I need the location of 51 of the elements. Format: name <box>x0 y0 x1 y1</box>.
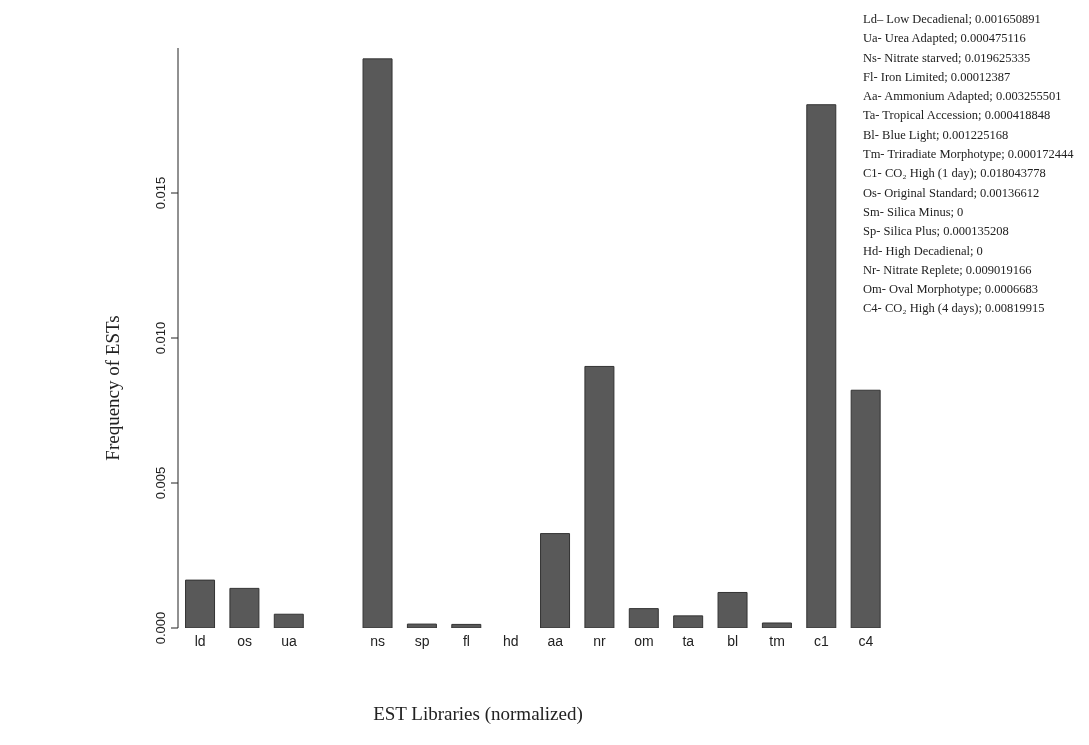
x-tick-label: om <box>634 632 654 649</box>
x-tick-label: hd <box>503 632 519 649</box>
bar <box>451 623 482 628</box>
bar <box>362 58 393 628</box>
x-tick-label: c4 <box>858 632 874 649</box>
bar <box>273 613 304 628</box>
y-tick-label: 0.015 <box>153 176 168 210</box>
x-tick-label: aa <box>547 632 564 649</box>
x-tick-label: bl <box>727 632 739 649</box>
bar <box>806 104 837 628</box>
x-tick-label: sp <box>414 632 430 649</box>
annotation: Nr- Nitrate Replete; 0.009019166 <box>863 261 1033 279</box>
annotation: Bl- Blue Light; 0.001225168 <box>863 126 1010 144</box>
x-axis-title: EST Libraries (normalized) <box>373 703 583 725</box>
x-tick-label: ld <box>194 632 206 649</box>
bar <box>229 587 260 628</box>
annotation: Os- Original Standard; 0.00136612 <box>863 184 1041 202</box>
annotation: Tm- Triradiate Morphotype; 0.000172444 <box>863 146 1074 164</box>
x-tick-label: ua <box>281 632 297 649</box>
x-tick-label: ns <box>370 632 386 649</box>
text: Ua- Urea Adapted; 0.000475116 <box>863 30 1027 48</box>
bar <box>185 579 216 628</box>
bar <box>584 365 615 628</box>
y-tick-label: 0.005 <box>153 466 168 500</box>
bar <box>717 591 748 628</box>
annotation: C1- CO₂ High (1 day); 0.018043778 <box>863 165 1047 183</box>
annotation: Hd- High Decadienal; 0 <box>863 242 984 260</box>
annotation: Sm- Silica Minus; 0 <box>863 203 965 221</box>
x-tick-label: fl <box>462 632 470 649</box>
annotation: Sp- Silica Plus; 0.000135208 <box>863 223 1010 241</box>
annotation: Aa- Ammonium Adapted; 0.003255501 <box>863 88 1063 106</box>
annotation: Om- Oval Morphotype; 0.0006683 <box>863 281 1039 299</box>
y-tick-label: 0.010 <box>153 321 168 355</box>
bar <box>540 533 571 628</box>
x-tick-label: nr <box>593 632 607 649</box>
bar <box>673 615 704 628</box>
x-tick-label: os <box>237 632 252 649</box>
y-tick-label: 0.000 <box>153 611 168 645</box>
bar <box>628 608 659 628</box>
annotation: C4- CO₂ High (4 days); 0.00819915 <box>863 300 1046 318</box>
x-tick-label: tm <box>769 632 785 649</box>
bar <box>406 623 437 628</box>
annotation: Fl- Iron Limited; 0.00012387 <box>863 68 1012 86</box>
x-tick-label: c1 <box>814 632 830 649</box>
bar <box>761 622 792 628</box>
annotation: Ns- Nitrate starved; 0.019625335 <box>863 49 1032 67</box>
bar <box>850 389 881 628</box>
annotation: Ta- Tropical Accession; 0.000418848 <box>863 107 1052 125</box>
text: Ld– Low Decadienal; 0.001650891 <box>863 11 1042 28</box>
y-axis-title: Frequency of ESTs <box>102 315 124 461</box>
x-tick-label: ta <box>682 632 695 649</box>
